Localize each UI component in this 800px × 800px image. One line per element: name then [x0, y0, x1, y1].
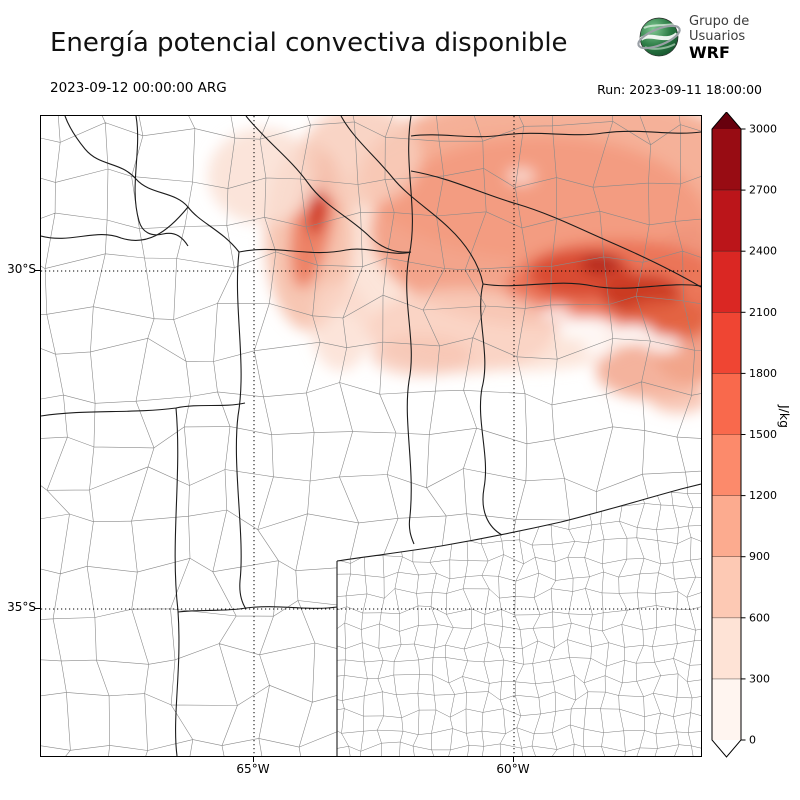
province-border	[482, 282, 701, 289]
cape-blob	[371, 336, 471, 376]
cape-low-pocket	[611, 325, 655, 343]
page-title: Energía potencial convectiva disponible	[50, 28, 568, 58]
cape-low-pocket	[583, 341, 615, 355]
logo-text: Grupo de Usuarios WRF	[689, 14, 750, 62]
province-border	[336, 483, 701, 562]
cape-blob	[301, 116, 421, 206]
colorbar-tick-label: 3000	[749, 123, 777, 136]
colorbar-tick-label: 1800	[749, 367, 777, 380]
province-border	[406, 116, 415, 545]
lat-tick-30s	[35, 270, 40, 271]
province-border	[174, 407, 180, 756]
colorbar-segment	[712, 129, 741, 191]
colorbar-segment	[712, 373, 741, 435]
province-border	[238, 248, 412, 254]
lon-label-60w: 60°W	[496, 762, 530, 776]
colorbar: 0 300 600 900 1200 1500 1800 2100 2400 2700 3000	[711, 112, 777, 758]
buenos-aires-partidos	[337, 484, 701, 756]
province-border	[177, 606, 338, 756]
colorbar-segment	[712, 251, 741, 313]
colorbar-tick-label: 2100	[749, 306, 777, 319]
lat-label-35s: 35°S	[7, 600, 36, 614]
lon-tick-60w	[513, 757, 514, 762]
colorbar-tick-label: 0	[749, 734, 756, 747]
colorbar-tick-label: 1500	[749, 428, 777, 441]
colorbar-tick-label: 2400	[749, 245, 777, 258]
colorbar-segment	[712, 434, 741, 496]
logo-line1: Grupo de	[689, 14, 750, 29]
province-boundaries	[41, 116, 701, 756]
colorbar-segment	[712, 678, 741, 740]
colorbar-tick-label: 600	[749, 611, 770, 624]
colorbar-unit-label: J/kg	[777, 405, 792, 429]
province-border	[235, 251, 247, 610]
valid-time-label: 2023-09-12 00:00:00 ARG	[50, 80, 227, 96]
colorbar-tick-label: 300	[749, 672, 770, 685]
colorbar-segment	[712, 312, 741, 374]
logo-wrf: WRF	[689, 43, 730, 62]
colorbar-tick-label: 2700	[749, 184, 777, 197]
globe-icon	[637, 17, 681, 57]
cape-map	[41, 116, 701, 756]
cape-low-pocket	[507, 168, 535, 184]
map-panel	[40, 115, 702, 757]
wrf-logo: Grupo de Usuarios WRF	[636, 14, 750, 62]
province-border	[340, 116, 484, 285]
province-border	[41, 206, 189, 241]
cape-blob	[311, 281, 371, 371]
lat-tick-35s	[35, 608, 40, 609]
colorbar-segment	[712, 190, 741, 252]
province-border	[410, 170, 701, 288]
run-time-label: Run: 2023-09-11 18:00:00	[597, 82, 762, 97]
colorbar-tick-label: 900	[749, 550, 770, 563]
colorbar-over-arrow	[712, 112, 741, 129]
colorbar-under-arrow	[712, 740, 741, 757]
cape-low-pocket	[645, 336, 681, 352]
province-border	[245, 116, 412, 253]
cape-blob	[208, 128, 318, 224]
lon-label-65w: 65°W	[236, 762, 270, 776]
lon-tick-65w	[253, 757, 254, 762]
latlon-gridlines	[41, 116, 701, 756]
colorbar-segment	[712, 556, 741, 618]
province-border	[41, 402, 246, 417]
cape-low-pocket	[541, 307, 571, 321]
province-border	[64, 116, 240, 253]
province-border	[134, 116, 189, 247]
logo-line2: Usuarios	[689, 29, 746, 44]
fine-mesh	[337, 484, 701, 756]
cape-low-pocket	[556, 317, 616, 339]
province-border	[410, 130, 701, 138]
colorbar-segment	[712, 495, 741, 557]
lat-label-30s: 30°S	[7, 262, 36, 276]
colorbar-tick-label: 1200	[749, 489, 777, 502]
cape-field	[208, 116, 701, 413]
colorbar-segment	[712, 617, 741, 679]
province-border	[479, 283, 503, 536]
